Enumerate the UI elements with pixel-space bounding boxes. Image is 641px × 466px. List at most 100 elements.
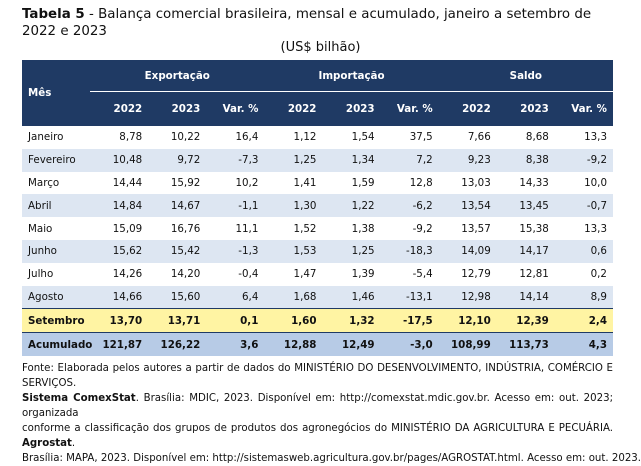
- value-cell: 10,48: [90, 148, 149, 172]
- value-cell: 13,71: [148, 308, 207, 333]
- month-cell: Março: [28, 176, 60, 189]
- value-cell: 4,3: [554, 332, 613, 356]
- table-row: Setembro 13,70 13,71 0,1 1,60 1,32 -17,5 12,10 1…: [22, 308, 613, 333]
- header-row: Mês Exportação Importação Saldo: [22, 60, 613, 126]
- group-header: Importação: [264, 60, 439, 92]
- value-cell: 1,25: [264, 148, 323, 172]
- table-row: Junho 15,62 15,42 -1,3 1,53 1,25 -18,3 14,09 14,…: [22, 239, 613, 263]
- value-cell: 14,20: [170, 268, 201, 281]
- month-cell: Acumulado: [22, 332, 92, 356]
- source-text: .: [71, 438, 76, 449]
- value-cell: 1,54: [351, 131, 375, 144]
- trade-table: Mês Exportação Importação Saldo 2022 2023 Va…: [22, 60, 613, 356]
- group-header: Saldo: [438, 60, 613, 92]
- value-cell: 1,47: [293, 268, 317, 281]
- source-line: conforme a classificação dos grupos de p…: [22, 421, 613, 451]
- table-row: Março 14,44 15,92 10,2 1,41 1,59 12,8 13,03 14,3…: [22, 172, 613, 195]
- value-cell: 14,17: [496, 239, 555, 263]
- month-cell: Abril: [22, 194, 91, 218]
- unit-label: (US$ bilhão): [280, 40, 361, 55]
- value-cell: 1,53: [264, 239, 323, 263]
- value-cell: 14,44: [112, 176, 143, 189]
- table-row: Fevereiro 10,48 9,72 -7,3 1,25 1,34 7,2 9,23 8,3…: [22, 148, 613, 172]
- title-text: - Balança comercial brasileira, mensal e…: [22, 7, 592, 39]
- table-row: Julho 14,26 14,20 -0,4 1,47 1,39 -5,4 12,79 12,8…: [22, 263, 613, 286]
- month-cell: Agosto: [22, 285, 91, 309]
- value-cell: 12,81: [519, 268, 549, 281]
- value-cell: 1,52: [293, 222, 317, 235]
- value-cell: 16,4: [235, 131, 259, 144]
- column-header: Var. %: [380, 91, 439, 126]
- value-cell: 8,38: [496, 148, 555, 172]
- value-cell: 1,34: [322, 148, 381, 172]
- source-text: Agrostat: [22, 438, 72, 449]
- value-cell: 113,73: [496, 332, 555, 356]
- table-title: Tabela 5 - Balança comercial brasileira,…: [22, 6, 622, 40]
- column-header: 2023: [496, 91, 555, 126]
- value-cell: 1,32: [322, 308, 381, 333]
- value-cell: 15,09: [112, 222, 143, 235]
- value-cell: 9,72: [148, 148, 207, 172]
- value-cell: 1,41: [293, 176, 317, 189]
- column-header: 2022: [264, 91, 323, 126]
- value-cell: 14,26: [112, 268, 143, 281]
- value-cell: 10,0: [584, 176, 607, 189]
- value-cell: 7,2: [380, 148, 439, 172]
- source-line: Sistema ComexStat. Brasília: MDIC, 2023.…: [22, 391, 613, 421]
- value-cell: 37,5: [409, 131, 433, 144]
- value-cell: 16,76: [170, 222, 201, 235]
- value-cell: 14,67: [148, 194, 207, 218]
- value-cell: 14,84: [90, 194, 149, 218]
- value-cell: 13,70: [90, 308, 149, 333]
- value-cell: 1,59: [351, 176, 375, 189]
- table-row: Acumulado 121,87 126,22 3,6 12,88 12,49 -3,0 10…: [22, 332, 613, 356]
- value-cell: 14,33: [519, 176, 549, 189]
- value-cell: 1,12: [293, 131, 317, 144]
- page: Tabela 5 - Balança comercial brasileira,…: [22, 6, 641, 464]
- value-cell: 15,60: [148, 285, 207, 309]
- value-cell: 10,22: [170, 131, 201, 144]
- value-cell: 14,14: [496, 285, 555, 309]
- value-cell: 12,88: [264, 332, 323, 356]
- value-cell: -0,7: [554, 194, 613, 218]
- value-cell: 13,57: [461, 222, 491, 235]
- table-label: Tabela 5: [22, 7, 85, 22]
- value-cell: 10,2: [235, 176, 259, 189]
- value-cell: -1,1: [206, 194, 265, 218]
- value-cell: 15,38: [519, 222, 549, 235]
- value-cell: 2,4: [554, 308, 613, 333]
- month-cell: Setembro: [22, 308, 91, 333]
- table-row: Maio 15,09 16,76 11,1 1,52 1,38 -9,2 13,57 15,38…: [22, 217, 613, 240]
- month-header: Mês: [22, 60, 91, 126]
- value-cell: -9,2: [412, 222, 433, 235]
- value-cell: 7,66: [467, 131, 491, 144]
- value-cell: 126,22: [148, 332, 207, 356]
- value-cell: 12,39: [496, 308, 555, 333]
- source-text: Sistema ComexStat: [22, 393, 136, 404]
- value-cell: 0,2: [590, 268, 607, 281]
- month-cell: Julho: [28, 268, 54, 281]
- value-cell: 12,49: [322, 332, 381, 356]
- source-text: . Brasília: MDIC, 2023. Disponível em: h…: [22, 393, 614, 419]
- value-cell: 1,38: [351, 222, 375, 235]
- value-cell: 121,87: [90, 332, 149, 356]
- value-cell: 12,8: [409, 176, 433, 189]
- value-cell: 1,39: [351, 268, 375, 281]
- value-cell: 0,6: [554, 239, 613, 263]
- source-line: Fonte: Elaborada pelos autores a partir …: [22, 361, 613, 391]
- column-header: Var. %: [206, 91, 265, 126]
- column-header: Var. %: [554, 91, 613, 126]
- value-cell: -7,3: [206, 148, 265, 172]
- value-cell: 1,25: [322, 239, 381, 263]
- value-cell: 1,68: [264, 285, 323, 309]
- table-row: Abril 14,84 14,67 -1,1 1,30 1,22 -6,2 13,54 13,4…: [22, 194, 613, 218]
- source-text: conforme a classificação dos grupos de p…: [22, 423, 613, 434]
- value-cell: -5,4: [412, 268, 433, 281]
- source-text: Brasília: MAPA, 2023. Disponível em: htt…: [22, 453, 641, 464]
- value-cell: 8,68: [525, 131, 549, 144]
- column-header: 2023: [322, 91, 381, 126]
- column-header: 2022: [438, 91, 497, 126]
- value-cell: -1,3: [206, 239, 265, 263]
- value-cell: 13,3: [584, 131, 607, 144]
- value-cell: 3,6: [206, 332, 265, 356]
